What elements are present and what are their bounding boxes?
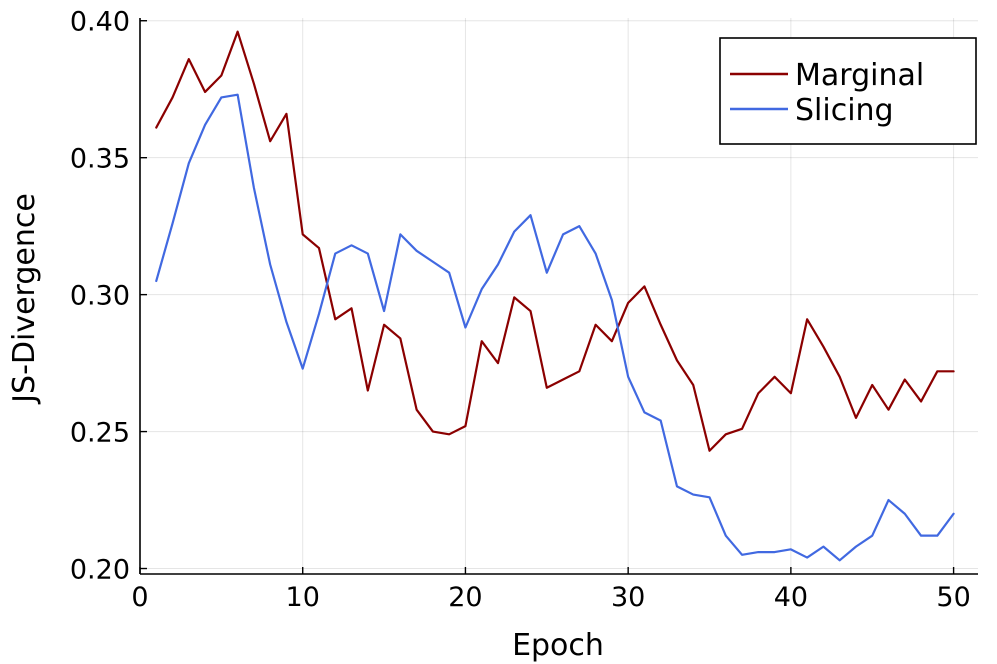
legend-label-marginal: Marginal bbox=[795, 58, 924, 93]
y-tick-label: 0.30 bbox=[70, 281, 130, 312]
x-tick-label: 20 bbox=[448, 582, 482, 613]
y-tick-label: 0.20 bbox=[70, 555, 130, 586]
x-tick-label: 10 bbox=[286, 582, 320, 613]
legend-label-slicing: Slicing bbox=[795, 93, 894, 128]
series-layer bbox=[155, 30, 955, 562]
y-tick-label: 0.25 bbox=[70, 418, 130, 449]
x-tick-label: 30 bbox=[611, 582, 645, 613]
x-axis-title: Epoch bbox=[512, 628, 604, 663]
legend-box bbox=[719, 37, 977, 145]
x-tick-label: 50 bbox=[936, 582, 970, 613]
axes bbox=[139, 18, 978, 575]
series-line-marginal bbox=[155, 30, 955, 452]
x-tick-label: 0 bbox=[131, 582, 148, 613]
y-tick-label: 0.40 bbox=[70, 7, 130, 38]
y-tick-label: 0.35 bbox=[70, 144, 130, 175]
y-ticks: 0.20 0.25 0.30 0.35 0.40 bbox=[70, 7, 147, 586]
y-axis-title: JS-Divergence bbox=[7, 193, 42, 405]
y-grid-lines bbox=[140, 20, 978, 570]
x-tick-label: 40 bbox=[774, 582, 808, 613]
x-ticks: 0 10 20 30 40 50 bbox=[131, 567, 971, 613]
series-line-slicing bbox=[155, 93, 955, 562]
